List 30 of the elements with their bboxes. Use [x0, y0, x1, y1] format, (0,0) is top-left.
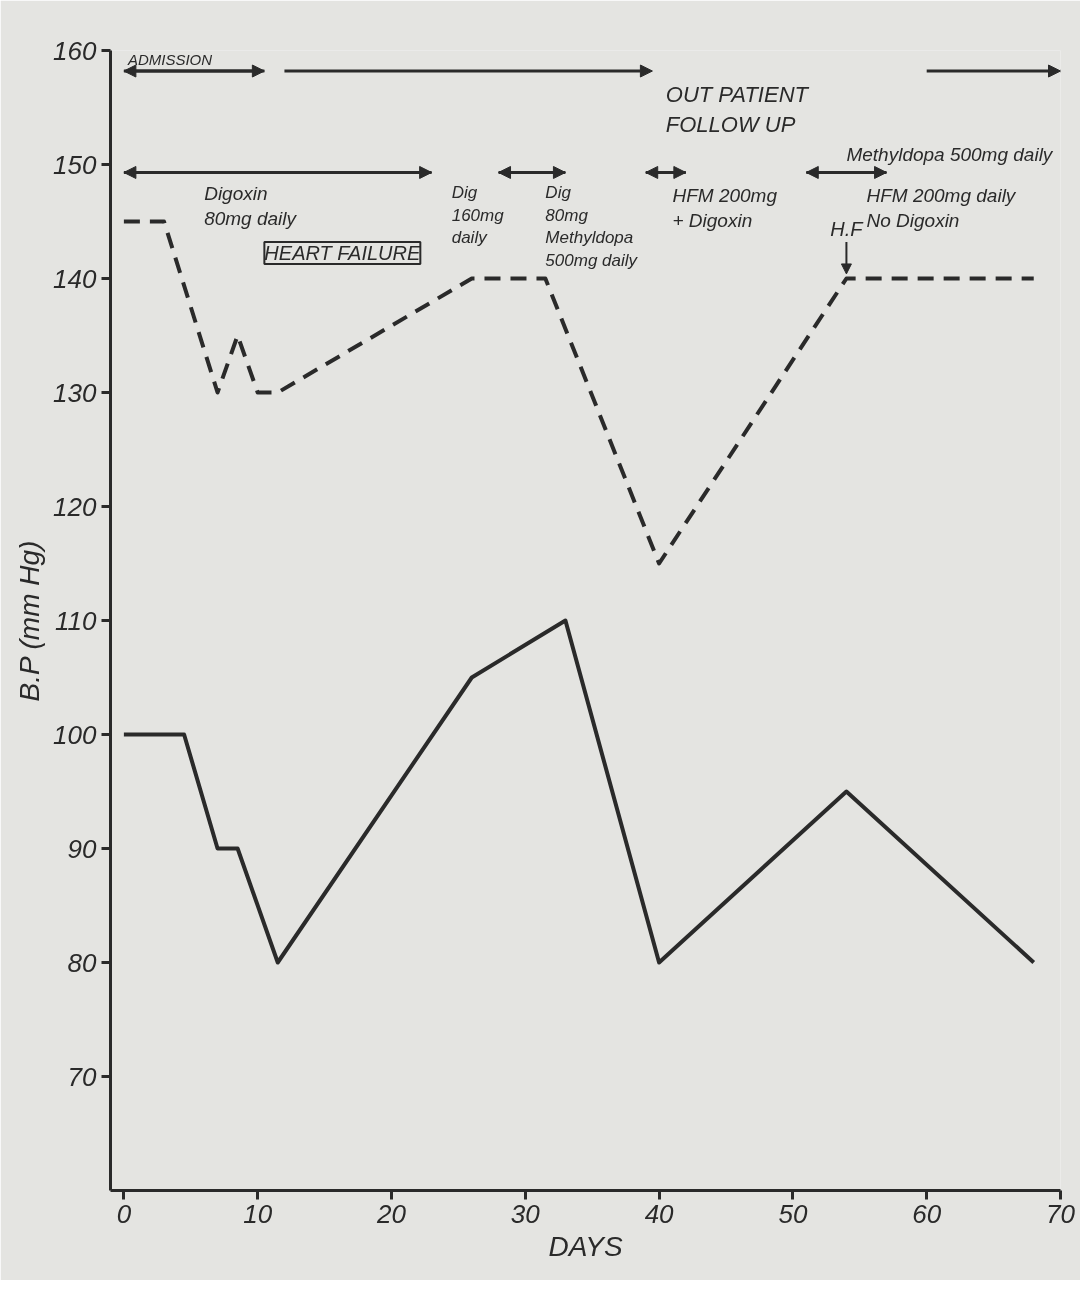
y-axis-title: B.P (mm Hg): [14, 540, 46, 702]
y-tick-label: 140: [53, 263, 98, 294]
annotation: ADMISSION: [126, 50, 213, 68]
x-tick-label: 20: [376, 1198, 407, 1229]
x-axis-title: DAYS: [548, 1230, 623, 1262]
y-tick-label: 120: [53, 491, 98, 522]
y-tick-label: 130: [53, 377, 98, 408]
annotation: Dig 80mg Methyldopa 500mg daily: [545, 182, 639, 271]
annotation: Dig 160mg daily: [451, 182, 505, 248]
annotation: Methyldopa 500mg daily: [846, 143, 1054, 165]
x-tick-label: 0: [116, 1198, 132, 1229]
annotation: H.F: [830, 217, 865, 240]
y-tick-label: 110: [55, 605, 98, 636]
x-tick-label: 60: [912, 1198, 942, 1229]
line-series: [121, 618, 1036, 965]
y-tick-label: 160: [53, 35, 98, 66]
annotation: HFM 200mg daily No Digoxin: [866, 185, 1017, 232]
annotation: OUT PATIENT FOLLOW UP: [665, 82, 810, 138]
y-tick-label: 90: [67, 833, 98, 864]
x-tick-label: 50: [778, 1198, 808, 1229]
y-tick-label: 100: [53, 719, 98, 750]
y-tick-label: 70: [67, 1061, 98, 1092]
x-tick-label: 30: [510, 1198, 541, 1229]
x-tick-label: 70: [1046, 1198, 1076, 1229]
x-tick-label: 40: [644, 1198, 675, 1229]
y-tick-label: 150: [53, 149, 98, 180]
y-tick-label: 80: [67, 947, 98, 978]
annotation: HFM 200mg + Digoxin: [672, 185, 778, 232]
x-tick-label: 10: [243, 1198, 273, 1229]
annotation: Digoxin 80mg daily: [204, 182, 298, 229]
